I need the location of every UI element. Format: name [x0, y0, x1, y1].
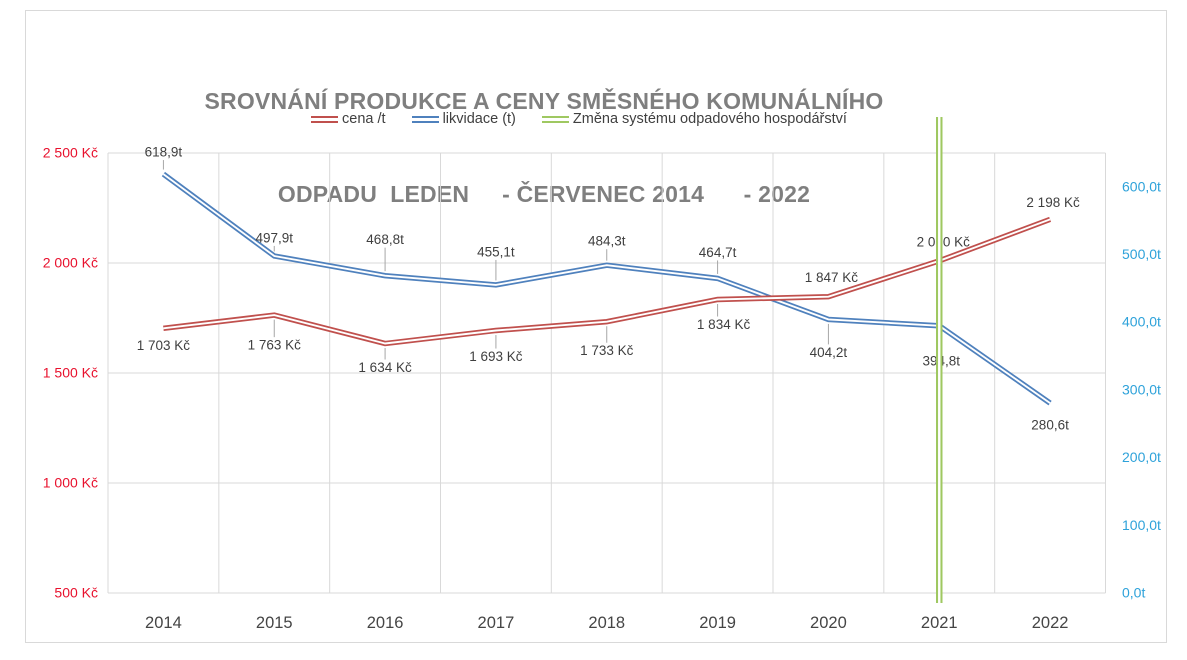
legend-item-cena-per-t[interactable]: cena /t [311, 111, 386, 127]
right-axis-tick-label: 200,0t [1122, 449, 1161, 465]
series-line-likvidace[interactable] [161, 171, 1052, 406]
legend-item-zmena-systemu[interactable]: Změna systému odpadového hospodářství [541, 111, 847, 127]
x-axis-year-label: 2016 [367, 614, 404, 632]
left-axis-tick-label: 1 000 Kč [43, 475, 98, 491]
data-label: 1 693 Kč [469, 349, 523, 364]
data-labels-likvidace: 618,9t 497,9t 468,8t 455,1t 484,3t 464,7t 404,… [145, 145, 1069, 433]
x-axis-year-label: 2019 [699, 614, 736, 632]
right-axis-tick-label: 400,0t [1122, 314, 1161, 330]
right-axis-labels: 600,0t 500,0t 400,0t 300,0t 200,0t 100,0t 0,0t [1122, 178, 1161, 600]
horizontal-gridlines [108, 152, 1106, 594]
data-label: 468,8t [366, 232, 404, 247]
left-axis-tick-label: 1 500 Kč [43, 365, 98, 381]
data-label: 280,6t [1031, 418, 1069, 433]
x-axis-year-label: 2017 [478, 614, 515, 632]
data-label: 497,9t [255, 230, 293, 245]
legend-item-likvidace[interactable]: likvidace (t) [411, 111, 516, 127]
data-label: 464,7t [699, 245, 737, 260]
data-label: 1 763 Kč [248, 338, 302, 353]
left-axis-tick-label: 2 500 Kč [43, 145, 98, 161]
data-labels-cena: 1 703 Kč 1 763 Kč 1 634 Kč 1 693 Kč 1 733 Kč… [137, 195, 1080, 375]
chart-frame [25, 10, 1167, 643]
right-axis-tick-label: 100,0t [1122, 517, 1161, 533]
x-axis-year-label: 2021 [921, 614, 958, 632]
x-axis-year-label: 2015 [256, 614, 293, 632]
series-line-cena[interactable] [163, 216, 1052, 347]
right-axis-tick-label: 300,0t [1122, 381, 1161, 397]
chart-title-line2: ODPADU LEDEN - ČERVENEC 2014 - 2022 [277, 181, 811, 207]
x-axis-year-label: 2014 [145, 614, 182, 632]
left-axis-labels: 2 500 Kč 2 000 Kč 1 500 Kč 1 000 Kč 500 Kč [43, 145, 98, 601]
data-label: 1 634 Kč [358, 360, 412, 375]
left-axis-tick-label: 2 000 Kč [43, 255, 98, 271]
x-axis-year-label: 2022 [1032, 614, 1069, 632]
right-axis-tick-label: 600,0t [1122, 178, 1161, 194]
data-label: 404,2t [810, 345, 848, 360]
left-axis-tick-label: 500 Kč [54, 585, 98, 601]
data-label: 1 703 Kč [137, 338, 191, 353]
series-inner-stroke [162, 173, 1051, 404]
data-label: 1 834 Kč [697, 317, 751, 332]
data-label: 1 733 Kč [580, 343, 634, 358]
chart-title: SROVNÁNÍ PRODUKCE A CENY SMĚSNÉHO KOMUNÁ… [25, 24, 1167, 272]
cena-line-marker-icon [311, 115, 339, 123]
right-axis-tick-label: 500,0t [1122, 246, 1161, 262]
legend: cena /t likvidace (t) Změna systému odpa… [25, 111, 1167, 127]
legend-label-zmena-systemu: Změna systému odpadového hospodářství [572, 111, 847, 127]
data-label: 618,9t [145, 145, 183, 160]
data-label: 2 198 Kč [1026, 195, 1080, 210]
data-label: 2 010 Kč [917, 234, 971, 249]
likvidace-line-marker-icon [411, 115, 439, 123]
x-axis-year-label: 2018 [588, 614, 625, 632]
x-axis-labels: 2014 2015 2016 2017 2018 2019 2020 2021 2022 [145, 614, 1068, 632]
x-axis-year-label: 2020 [810, 614, 847, 632]
series-inner-stroke [163, 218, 1051, 345]
chart-title-line1: SROVNÁNÍ PRODUKCE A CENY SMĚSNÉHO KOMUNÁ… [204, 88, 884, 114]
series-outer-stroke[interactable] [161, 171, 1052, 406]
data-label: 484,3t [588, 234, 626, 249]
right-axis-tick-label: 0,0t [1122, 585, 1145, 601]
legend-label-cena: cena /t [342, 111, 386, 127]
zmena-systemu-line-marker-icon [541, 115, 569, 123]
data-label: 1 847 Kč [805, 270, 859, 285]
legend-label-likvidace: likvidace (t) [442, 111, 516, 127]
data-label: 455,1t [477, 244, 515, 259]
